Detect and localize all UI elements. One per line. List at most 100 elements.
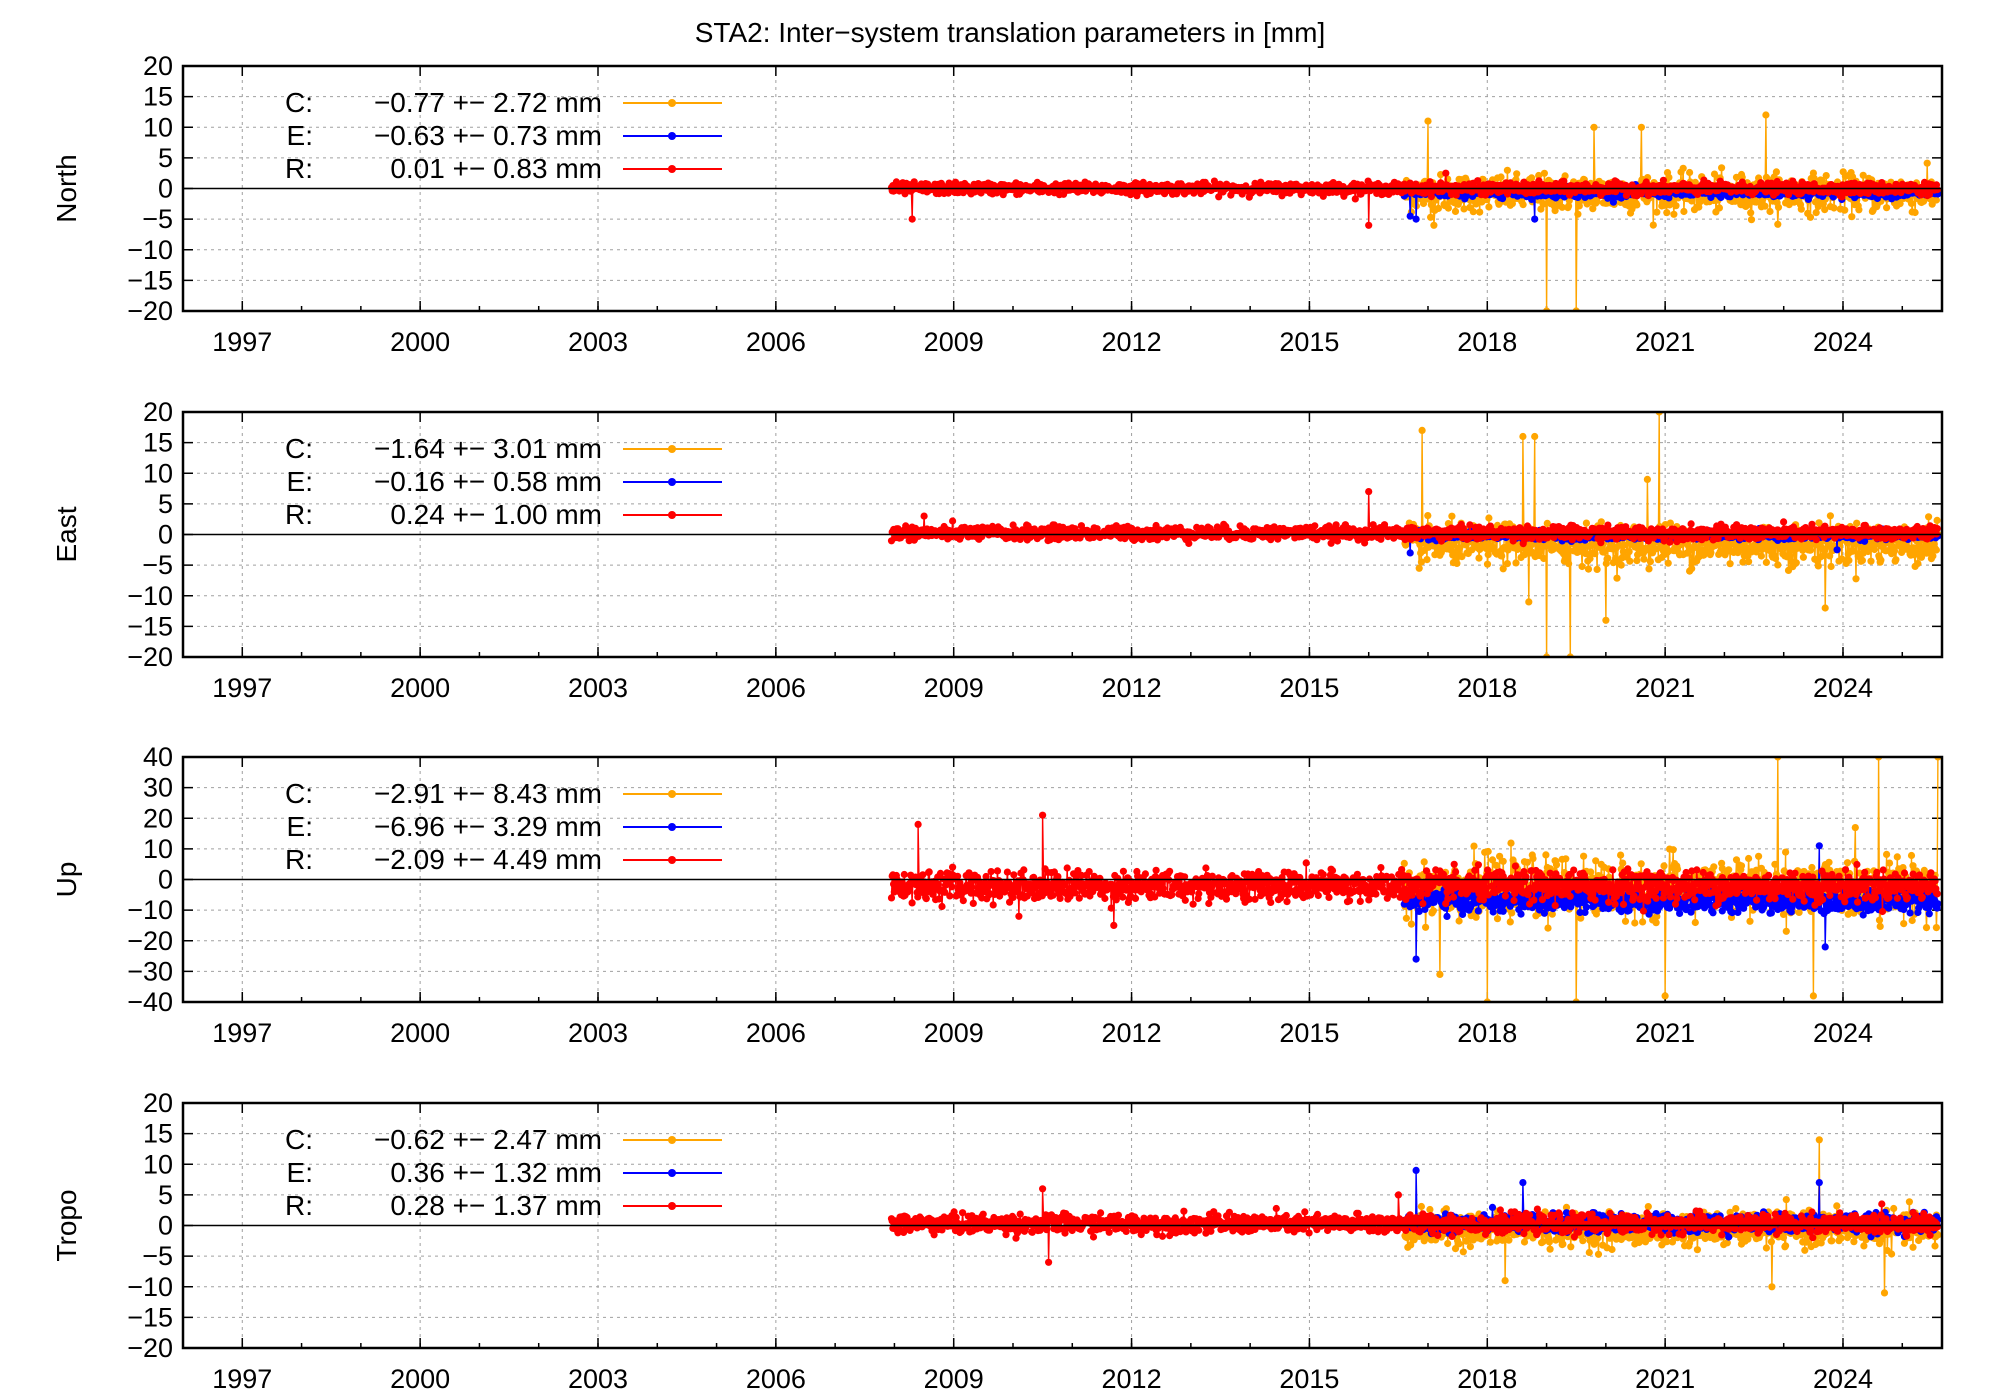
data-point-C: [1810, 174, 1818, 182]
y-tick-label: 15: [143, 82, 173, 112]
data-point-C: [1415, 564, 1423, 572]
data-point-C: [1625, 548, 1633, 556]
data-point-C: [1757, 552, 1765, 560]
data-point-C: [1456, 544, 1464, 552]
data-point-C: [1550, 541, 1558, 550]
data-point-E: [1833, 546, 1841, 554]
data-point-C: [1503, 560, 1511, 568]
x-tick-label: 2021: [1635, 673, 1695, 703]
y-tick-label: 20: [143, 51, 173, 81]
data-point-C: [1453, 559, 1461, 568]
x-tick-label: 2021: [1635, 327, 1695, 357]
data-point-C: [1686, 168, 1694, 177]
data-point-C: [1448, 512, 1456, 520]
y-tick-label: 0: [158, 174, 173, 204]
data-point-C: [1582, 550, 1590, 558]
x-tick-label: 1997: [212, 327, 272, 357]
data-point-C: [1462, 541, 1470, 549]
data-point-C: [1695, 203, 1703, 211]
data-point-C: [1512, 559, 1520, 567]
data-point-C: [1826, 512, 1834, 520]
legend-marker-R: [668, 165, 676, 173]
data-point-C: [1504, 546, 1512, 554]
data-point-C: [1590, 123, 1598, 131]
data-point-C: [1663, 209, 1671, 217]
data-point-C: [1626, 557, 1634, 565]
data-point-C: [1841, 206, 1849, 214]
data-point-C: [1617, 561, 1625, 569]
data-point-C: [1911, 208, 1919, 217]
series-C: [1400, 111, 1942, 311]
x-tick-label: 2015: [1279, 673, 1339, 703]
legend-key-R: R:: [285, 153, 313, 184]
x-tick-label: 2024: [1813, 327, 1873, 357]
data-point-C: [1830, 204, 1838, 212]
data-point-C: [1890, 547, 1899, 555]
data-point-C: [1485, 514, 1493, 522]
data-point-C: [1923, 159, 1931, 167]
chart-title: STA2: Inter−system translation parameter…: [695, 17, 1325, 48]
data-point-C: [1584, 565, 1593, 573]
data-point-C: [1855, 206, 1863, 214]
data-point-C: [1586, 555, 1594, 563]
data-point-C: [1772, 554, 1780, 563]
data-point-C: [1867, 557, 1875, 565]
data-point-C: [1848, 213, 1856, 221]
data-point-C: [1430, 221, 1438, 229]
data-point-C: [1578, 562, 1586, 571]
y-tick-label: −15: [127, 611, 173, 641]
data-point-C: [1543, 519, 1551, 528]
data-point-C: [1528, 174, 1536, 182]
x-tick-label: 2003: [568, 673, 628, 703]
data-point-C: [1564, 545, 1572, 553]
data-point-C: [1535, 171, 1543, 180]
data-point-C: [1774, 220, 1782, 228]
legend-stats-E: −0.63 +− 0.73 mm: [374, 120, 602, 151]
data-point-C: [1715, 204, 1723, 212]
data-point-C: [1892, 556, 1900, 564]
data-point-C: [1591, 550, 1599, 558]
y-tick-label: 10: [143, 112, 173, 142]
data-point-C: [1907, 199, 1916, 207]
y-tick-label: 15: [143, 428, 173, 458]
data-point-C: [1593, 565, 1601, 574]
y-tick-label: −20: [127, 642, 173, 672]
data-point-C: [1653, 208, 1661, 216]
data-point-C: [1877, 556, 1885, 564]
data-point-R: [1838, 193, 1846, 201]
data-point-C: [1925, 513, 1933, 521]
data-point-C: [1932, 196, 1940, 204]
data-point-R: [1474, 177, 1482, 185]
data-point-C: [1475, 554, 1483, 562]
data-point-C: [1785, 552, 1793, 560]
data-point-E: [1531, 215, 1539, 223]
y-tick-label: 0: [158, 520, 173, 550]
data-point-C: [1600, 548, 1608, 556]
legend-marker-E: [668, 132, 676, 140]
data-point-C: [1519, 201, 1527, 209]
data-point-C: [1792, 559, 1800, 567]
data-point-C: [1739, 558, 1747, 566]
data-point-C: [1427, 213, 1435, 221]
data-point-R: [1319, 192, 1327, 200]
data-point-C: [1479, 175, 1487, 184]
data-point-C: [1883, 204, 1891, 212]
data-point-C: [1483, 560, 1492, 568]
x-tick-label: 2018: [1457, 327, 1517, 357]
data-point-C: [1434, 204, 1442, 212]
x-tick-label: 2012: [1102, 327, 1162, 357]
data-point-C: [1858, 556, 1866, 565]
data-point-C: [1766, 207, 1774, 216]
x-tick-label: 2003: [568, 327, 628, 357]
data-point-C: [1774, 203, 1783, 211]
data-point-C: [1853, 519, 1861, 527]
data-point-C: [1822, 172, 1830, 180]
data-point-C: [1772, 168, 1780, 176]
data-point-C: [1424, 511, 1432, 520]
x-tick-label: 2012: [1102, 673, 1162, 703]
x-tick-label: 2015: [1279, 327, 1339, 357]
data-point-R: [908, 215, 916, 223]
data-point-C: [1666, 519, 1674, 527]
